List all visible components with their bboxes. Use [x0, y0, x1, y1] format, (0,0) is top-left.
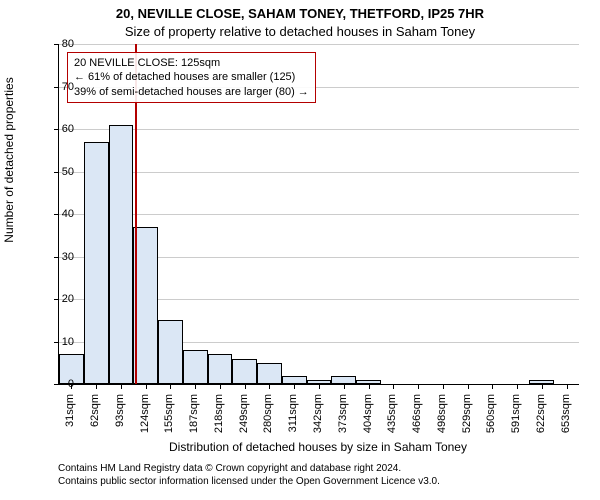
x-tick-label: 62sqm — [89, 394, 101, 444]
x-tick-mark — [146, 384, 147, 389]
x-tick-mark — [393, 384, 394, 389]
x-tick-label: 280sqm — [262, 394, 274, 444]
callout-line3: 39% of semi-detached houses are larger (… — [74, 85, 309, 99]
x-tick-label: 342sqm — [312, 394, 324, 444]
x-tick-label: 311sqm — [287, 394, 299, 444]
x-tick-mark — [418, 384, 419, 389]
x-tick-label: 124sqm — [139, 394, 151, 444]
footer-line2: Contains public sector information licen… — [58, 475, 578, 488]
y-tick-label: 40 — [44, 208, 74, 220]
x-tick-label: 93sqm — [114, 394, 126, 444]
bar — [257, 363, 282, 384]
x-tick-label: 31sqm — [64, 394, 76, 444]
bar — [282, 376, 307, 385]
x-tick-mark — [269, 384, 270, 389]
x-tick-label: 498sqm — [436, 394, 448, 444]
x-tick-label: 373sqm — [337, 394, 349, 444]
x-tick-mark — [195, 384, 196, 389]
x-tick-label: 529sqm — [461, 394, 473, 444]
x-tick-mark — [542, 384, 543, 389]
x-tick-label: 187sqm — [188, 394, 200, 444]
y-tick-label: 0 — [44, 378, 74, 390]
x-tick-mark — [294, 384, 295, 389]
bar — [133, 227, 158, 384]
x-tick-label: 622sqm — [535, 394, 547, 444]
bar — [109, 125, 134, 384]
bar — [183, 350, 208, 384]
x-axis-label: Distribution of detached houses by size … — [58, 440, 578, 454]
x-tick-label: 249sqm — [238, 394, 250, 444]
x-tick-mark — [319, 384, 320, 389]
x-tick-mark — [245, 384, 246, 389]
footer-line1: Contains HM Land Registry data © Crown c… — [58, 462, 578, 475]
callout-line1: 20 NEVILLE CLOSE: 125sqm — [74, 56, 309, 70]
x-tick-mark — [170, 384, 171, 389]
x-tick-mark — [443, 384, 444, 389]
bar — [232, 359, 257, 385]
x-tick-label: 218sqm — [213, 394, 225, 444]
y-tick-label: 70 — [44, 81, 74, 93]
x-tick-mark — [567, 384, 568, 389]
x-tick-mark — [468, 384, 469, 389]
x-tick-mark — [344, 384, 345, 389]
y-tick-label: 30 — [44, 251, 74, 263]
callout-box: 20 NEVILLE CLOSE: 125sqm ← 61% of detach… — [67, 52, 316, 103]
x-tick-label: 466sqm — [411, 394, 423, 444]
bar — [331, 376, 356, 385]
x-tick-label: 435sqm — [386, 394, 398, 444]
x-tick-label: 560sqm — [485, 394, 497, 444]
x-tick-mark — [96, 384, 97, 389]
x-tick-mark — [121, 384, 122, 389]
footer: Contains HM Land Registry data © Crown c… — [58, 462, 578, 488]
x-tick-mark — [369, 384, 370, 389]
chart-title-line1: 20, NEVILLE CLOSE, SAHAM TONEY, THETFORD… — [0, 6, 600, 21]
x-tick-label: 404sqm — [362, 394, 374, 444]
x-tick-label: 653sqm — [560, 394, 572, 444]
x-tick-label: 591sqm — [510, 394, 522, 444]
x-tick-mark — [492, 384, 493, 389]
y-tick-label: 20 — [44, 293, 74, 305]
y-tick-label: 10 — [44, 336, 74, 348]
y-tick-label: 60 — [44, 123, 74, 135]
bar — [158, 320, 183, 384]
chart-title-line2: Size of property relative to detached ho… — [0, 24, 600, 39]
x-tick-marks — [59, 384, 579, 389]
callout-line2: ← 61% of detached houses are smaller (12… — [74, 70, 309, 84]
x-tick-mark — [220, 384, 221, 389]
x-tick-mark — [517, 384, 518, 389]
bar — [84, 142, 109, 384]
bar — [208, 354, 233, 384]
y-axis-label: Number of detached properties — [2, 0, 16, 360]
y-tick-label: 80 — [44, 38, 74, 50]
plot-area: 20 NEVILLE CLOSE: 125sqm ← 61% of detach… — [58, 44, 579, 385]
y-tick-label: 50 — [44, 166, 74, 178]
x-tick-label: 155sqm — [163, 394, 175, 444]
